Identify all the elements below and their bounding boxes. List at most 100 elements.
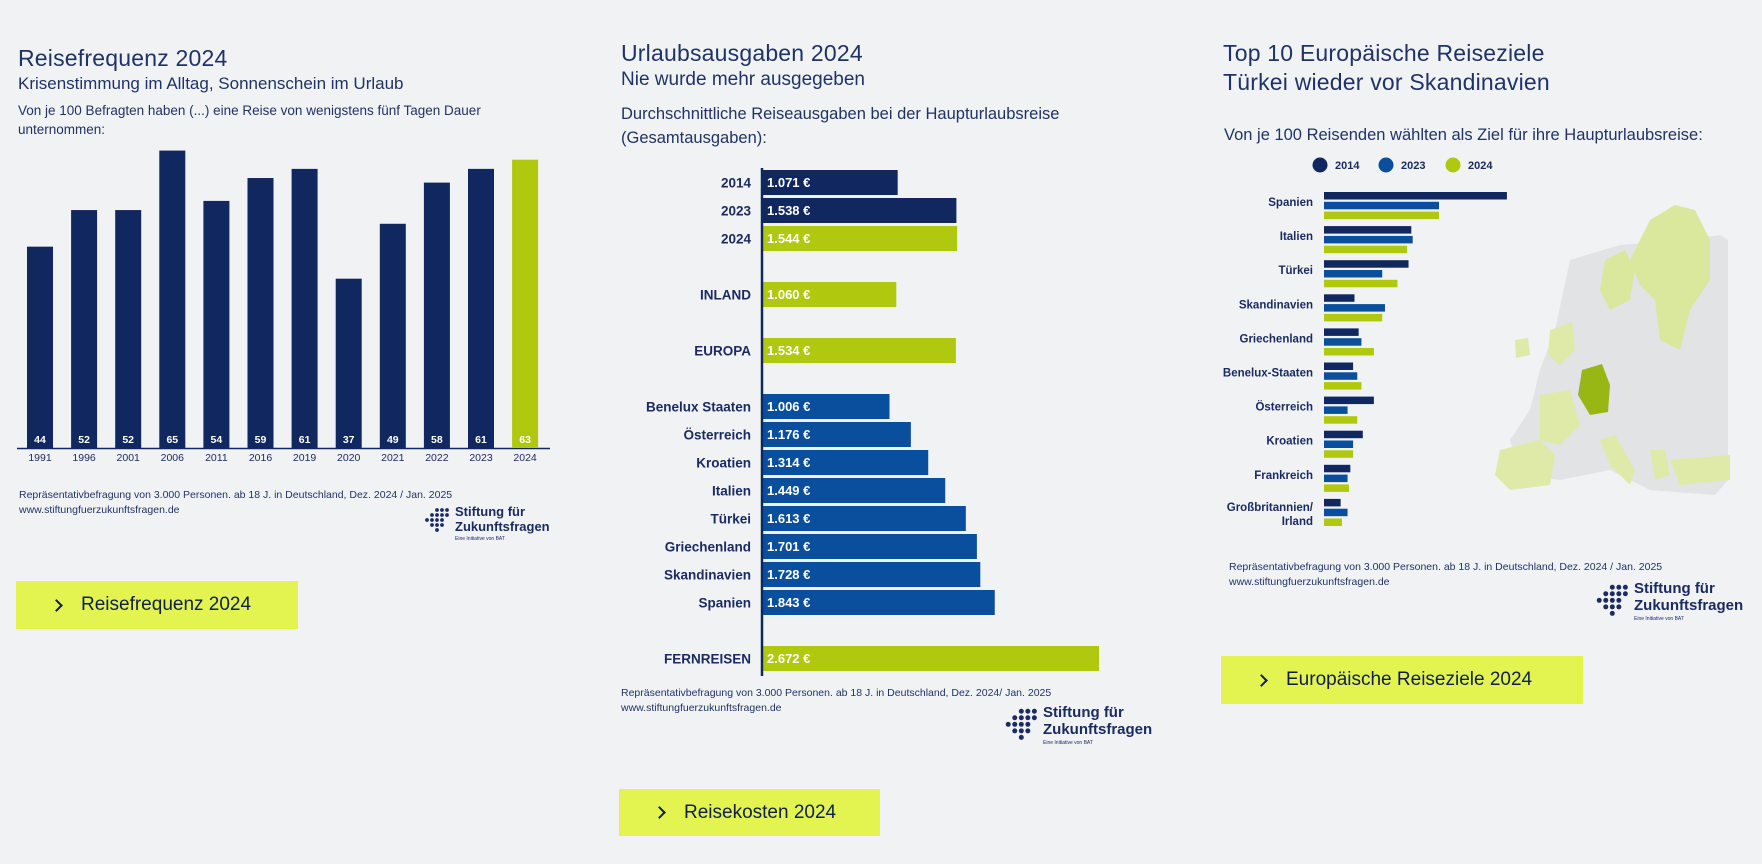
logo-dots-icon (425, 508, 449, 532)
logo-line1: Stiftung für (1634, 580, 1715, 597)
x-tick-label: 2022 (425, 452, 449, 464)
bar-2014 (1324, 362, 1354, 370)
bar-österreich (763, 422, 911, 447)
category-label: Benelux Staaten (646, 400, 751, 415)
bar-2019 (291, 168, 318, 448)
logo-dot (1603, 604, 1609, 610)
logo-dot (1616, 597, 1622, 603)
logo-dot (1609, 610, 1615, 616)
logo-dot (1025, 728, 1031, 734)
map-scandinavia-west (1600, 250, 1635, 310)
urlaubsausgaben-bar-chart: 1.071 € 2014 1.538 € 2023 1.544 € 2024 1.060 €… (646, 168, 1099, 676)
category-label: Türkei (710, 512, 751, 527)
x-tick-label: 2021 (381, 452, 405, 464)
bar-2023 (1324, 270, 1383, 278)
panel1-logo: Stiftung für Zukunftsfragen Eine Initiat… (423, 504, 550, 542)
logo-dot (1018, 721, 1024, 727)
bar-value-label: 1.449 € (767, 483, 810, 498)
map-greece (1650, 450, 1670, 480)
map-germany (1578, 364, 1610, 415)
bar-value-label: 54 (211, 434, 223, 446)
map-france (1540, 390, 1580, 445)
category-label: Griechenland (1240, 333, 1314, 345)
reisefrequenz-button-label: Reisefrequenz 2024 (81, 594, 252, 615)
bar-2016 (247, 178, 274, 448)
bar-2023 (1324, 406, 1348, 414)
logo-dot (1018, 708, 1024, 714)
reisefrequenz-button[interactable]: Reisefrequenz 2024 (16, 581, 298, 629)
bar-2006 (159, 150, 186, 449)
logo-dot (1596, 597, 1602, 603)
panel1-title: Reisefrequenz 2024 (18, 45, 228, 71)
bar-2024 (1324, 416, 1358, 424)
category-label: Österreich (683, 428, 751, 443)
legend-label-2023: 2023 (1401, 160, 1425, 172)
x-tick-label: 2011 (205, 452, 228, 464)
logo-dot (1609, 604, 1615, 610)
category-label: Irland (1282, 516, 1313, 528)
logo-dot (435, 518, 439, 522)
logo-dot (435, 523, 439, 527)
x-tick-label: 1996 (72, 452, 96, 464)
category-label: Skandinavien (664, 568, 751, 583)
bar-2014 (1324, 226, 1412, 234)
bar-value-label: 1.613 € (767, 511, 810, 526)
bar-2014 (1324, 498, 1341, 507)
category-label: 2024 (721, 232, 752, 247)
bar-1996 (71, 210, 98, 448)
x-tick-label: 2024 (513, 452, 537, 464)
category-label: Benelux-Staaten (1223, 368, 1313, 380)
bar-value-label: 61 (299, 434, 311, 446)
bar-value-label: 1.060 € (767, 287, 810, 302)
logo-dot (435, 508, 439, 512)
bar-value-label: 44 (34, 434, 46, 446)
logo-dot (1609, 591, 1615, 597)
panel3-source: Repräsentativbefragung von 3.000 Persone… (1229, 560, 1662, 590)
europe-map (1495, 205, 1730, 495)
category-label: FERNREISEN (664, 652, 751, 667)
bar-2014 (1324, 192, 1507, 200)
category-label: Österreich (1255, 401, 1313, 414)
logo-dot (440, 508, 444, 512)
category-label: Griechenland (665, 540, 751, 555)
category-label: Frankreich (1254, 470, 1313, 482)
logo-dot (1616, 584, 1622, 590)
bar-value-label: 37 (343, 434, 355, 446)
logo-dot (1005, 721, 1011, 727)
category-label: Spanien (1268, 197, 1313, 209)
bar-value-label: 1.544 € (767, 231, 810, 246)
logo-dot (425, 518, 429, 522)
panel2-source-url: www.stiftungfuerzukunftsfragen.de (621, 702, 782, 714)
bar-2024 (1324, 450, 1354, 458)
x-tick-label: 1991 (28, 452, 52, 464)
bar-value-label: 52 (122, 434, 134, 446)
bar-skandinavien (763, 562, 981, 587)
bar-value-label: 1.176 € (767, 427, 810, 442)
category-label: Skandinavien (1239, 299, 1313, 311)
bar-türkei (763, 506, 966, 531)
category-label: 2023 (721, 204, 752, 219)
bar-2024 (1324, 382, 1362, 390)
logo-dot (1603, 597, 1609, 603)
europaeische-reiseziele-button[interactable]: Europäische Reiseziele 2024 (1221, 656, 1583, 704)
panel3-logo: Stiftung für Zukunftsfragen Eine Initiat… (1594, 580, 1743, 622)
logo-tagline: Eine Initiative von BAT (1043, 740, 1093, 746)
bar-2024 (1324, 313, 1383, 322)
map-ireland (1515, 338, 1530, 358)
bar-value-label: 1.843 € (767, 595, 810, 610)
logo-dot (1018, 715, 1024, 721)
legend-marker-2024 (1445, 157, 1461, 173)
bar-value-label: 49 (387, 434, 399, 446)
reisekosten-button[interactable]: Reisekosten 2024 (619, 789, 880, 836)
bar-value-label: 1.728 € (767, 567, 810, 582)
bar-value-label: 63 (519, 434, 531, 446)
panel2-subtitle: Nie wurde mehr ausgegeben (621, 69, 865, 90)
logo-dot (430, 518, 434, 522)
logo-dot (1025, 708, 1031, 714)
panel3-title: Top 10 Europäische Reiseziele (1223, 40, 1545, 66)
bar-italien (763, 478, 946, 503)
logo-dot (440, 513, 444, 517)
bar-value-label: 1.314 € (767, 455, 810, 470)
logo-dot (1616, 604, 1622, 610)
logo-dot (1025, 715, 1031, 721)
